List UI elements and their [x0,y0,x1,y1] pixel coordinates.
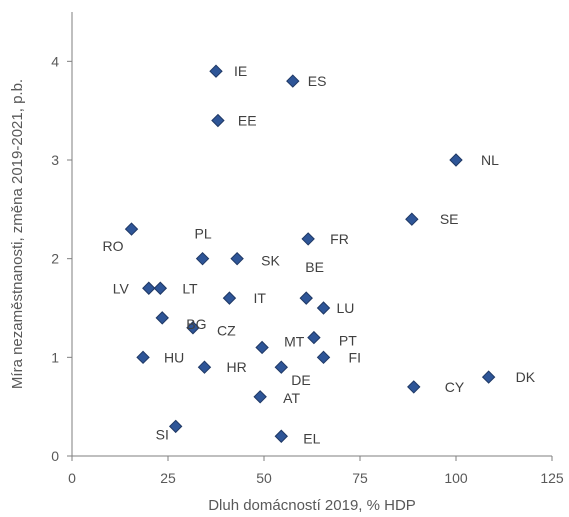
point-label-it: IT [253,290,266,306]
x-ticks: 0 25 50 75 100 125 [68,456,564,486]
point-label-dk: DK [516,369,536,385]
point-de [274,360,288,374]
point-se [405,212,419,226]
point-label-hr: HR [226,359,246,375]
point-ee [211,113,225,128]
point-label-nl: NL [481,152,499,168]
y-tick-label: 4 [51,53,59,69]
point-label-ie: IE [234,63,247,79]
point-pl [195,251,210,266]
x-tick-label: 75 [352,470,368,486]
point-bg [155,311,169,325]
point-label-lv: LV [113,280,130,296]
point-label-be: BE [305,259,324,275]
point-label-se: SE [440,211,459,227]
point-sk [230,251,244,266]
y-tick-label: 3 [51,152,59,168]
y-ticks: 0 1 2 3 4 [51,53,72,464]
point-it [222,291,237,305]
axes [71,12,552,457]
point-label-bg: BG [186,316,206,332]
point-label-si: SI [156,426,169,442]
point-label-es: ES [308,73,327,89]
point-label-pt: PT [339,333,357,349]
point-label-fi: FI [349,349,361,365]
point-fi [316,350,331,365]
point-at [253,390,267,404]
point-label-fr: FR [330,231,349,247]
point-label-ro: RO [103,238,124,254]
point-mt [255,340,269,355]
data-labels: IE ES EE NL SE RO FR PL SK LV LT IT BE LU BG CZ PT MT HU FI… [103,63,536,446]
point-label-ee: EE [238,113,257,129]
x-tick-label: 25 [160,470,176,486]
point-label-de: DE [291,372,310,388]
y-tick-label: 2 [51,251,59,267]
point-be [299,291,313,305]
data-points [124,64,496,443]
x-tick-label: 125 [540,470,564,486]
point-label-mt: MT [284,333,305,349]
point-label-hu: HU [164,349,184,365]
point-label-pl: PL [195,226,212,242]
point-ie [209,64,223,78]
point-el [274,429,288,443]
x-tick-label: 100 [444,470,468,486]
point-label-sk: SK [261,253,280,269]
point-cz [186,321,200,335]
point-lv [142,281,156,295]
point-label-cy: CY [445,379,465,395]
point-dk [481,370,496,384]
point-hr [197,360,212,374]
y-tick-label: 0 [51,448,59,464]
point-cy [407,380,421,394]
point-label-cz: CZ [217,323,236,339]
point-lu [316,301,331,315]
point-hu [136,350,150,365]
point-si [168,419,183,434]
x-tick-label: 0 [68,470,76,486]
point-pt [307,330,321,345]
point-label-el: EL [303,430,320,446]
x-axis-title: Dluh domácností 2019, % HDP [208,497,416,514]
point-ro [124,222,139,236]
point-label-lu: LU [337,300,355,316]
point-es [286,74,300,88]
point-fr [301,232,315,246]
y-tick-label: 1 [51,349,59,365]
x-tick-label: 50 [256,470,272,486]
y-axis-title: Míra nezaměstnanosti, změna 2019-2021, p… [9,79,26,389]
point-label-lt: LT [182,280,198,296]
point-label-at: AT [283,390,300,406]
point-nl [449,153,463,167]
point-lt [153,281,168,295]
